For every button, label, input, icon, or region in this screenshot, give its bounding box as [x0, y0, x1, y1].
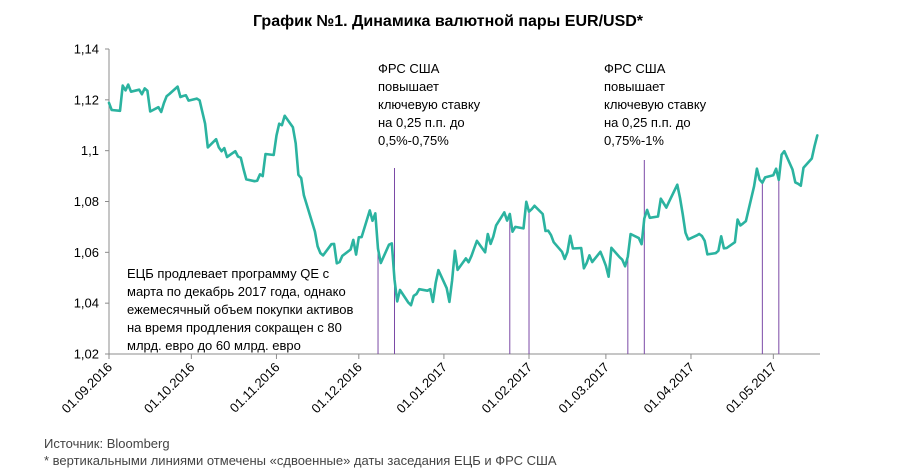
annotation-line: ежемесячный объем покупки активов	[127, 302, 354, 317]
annotation-line: ЕЦБ продлевает программу QE с	[127, 266, 330, 281]
x-tick-label: 01.10.2016	[141, 360, 198, 417]
y-axis: 1,02 1,04 1,06 1,08 1,1 1,12 1,14	[74, 42, 110, 362]
chart-title: График №1. Динамика валютной пары EUR/US…	[253, 13, 644, 30]
annotation-line: ФРС США	[604, 61, 666, 76]
meeting-vlines	[377, 160, 780, 354]
series-lines	[107, 83, 819, 307]
y-tick-label: 1,14	[74, 42, 99, 57]
x-tick-label: 01.04.2017	[640, 360, 697, 417]
x-tick-label: 01.01.2017	[393, 360, 450, 417]
eurusd-line	[107, 83, 819, 307]
x-tick-label: 01.11.2016	[227, 360, 283, 416]
annotation-line: марта по декабрь 2017 года, однако	[127, 284, 346, 299]
footnote: * вертикальными линиями отмечены «сдвоен…	[44, 453, 557, 468]
y-tick-label: 1,04	[74, 296, 99, 311]
annotations: ЕЦБ продлевает программу QE с марта по де…	[127, 61, 707, 353]
y-tick-label: 1,1	[81, 143, 99, 158]
y-tick-label: 1,02	[74, 347, 99, 362]
annotation-line: ключевую ставку	[378, 97, 481, 112]
annotation-line: на время продления сокращен с 80	[127, 320, 342, 335]
x-tick-label: 01.12.2016	[308, 360, 365, 417]
annotation-line: на 0,25 п.п. до	[604, 115, 691, 130]
annotation-line: 0,75%-1%	[604, 133, 664, 148]
y-tick-label: 1,08	[74, 194, 99, 209]
y-tick-label: 1,06	[74, 245, 99, 260]
x-tick-label: 01.02.2017	[479, 360, 536, 417]
eurusd-chart: График №1. Динамика валютной пары EUR/US…	[58, 13, 820, 417]
annotation-line: повышает	[604, 79, 665, 94]
y-tick-label: 1,12	[74, 92, 99, 107]
annotation-ecb: ЕЦБ продлевает программу QE с марта по де…	[127, 266, 354, 353]
x-tick-label: 01.03.2017	[555, 360, 612, 417]
source-note: Источник: Bloomberg	[44, 436, 170, 451]
annotation-line: на 0,25 п.п. до	[378, 115, 465, 130]
annotation-fed-dec: ФРС США повышает ключевую ставку на 0,25 п.…	[378, 61, 481, 148]
x-tick-label: 01.05.2017	[723, 360, 780, 417]
annotation-line: ключевую ставку	[604, 97, 707, 112]
annotation-fed-mar: ФРС США повышает ключевую ставку на 0,25 п.…	[604, 61, 707, 148]
annotation-line: ФРС США	[378, 61, 440, 76]
x-axis: 01.09.2016 01.10.2016 01.11.2016 01.12.2016…	[58, 353, 820, 417]
x-tick-label: 01.09.2016	[58, 360, 115, 417]
annotation-line: повышает	[378, 79, 439, 94]
annotation-line: млрд. евро до 60 млрд. евро	[127, 338, 301, 353]
annotation-line: 0,5%-0,75%	[378, 133, 449, 148]
